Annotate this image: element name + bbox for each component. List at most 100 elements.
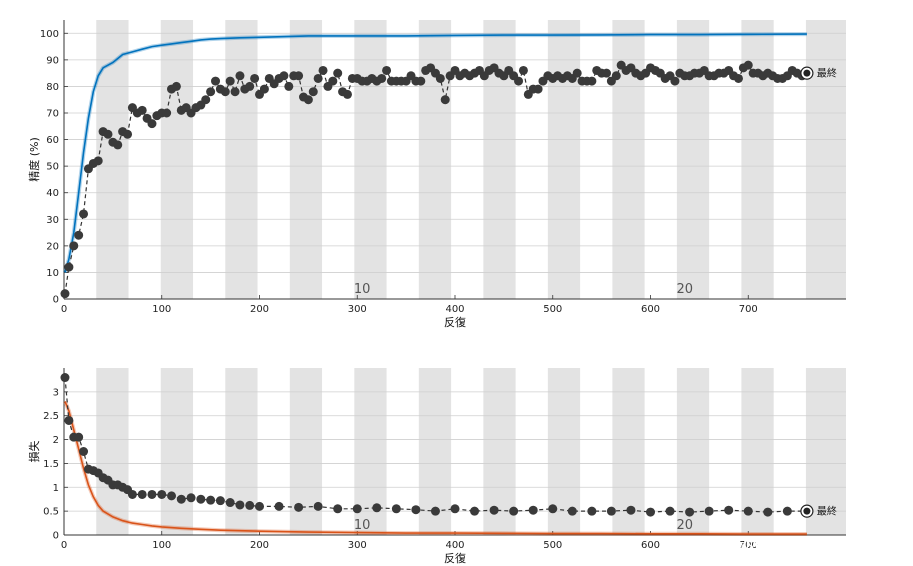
validation-point (235, 500, 245, 510)
validation-point (137, 105, 147, 115)
x-tick-label: 300 (348, 304, 367, 315)
validation-point (567, 506, 577, 516)
validation-point (328, 76, 338, 86)
y-tick-label: 2.5 (43, 411, 59, 422)
y-tick-label: 40 (46, 188, 59, 199)
validation-point (64, 262, 74, 272)
validation-point (245, 500, 255, 510)
validation-point (411, 505, 421, 515)
validation-point (533, 84, 543, 94)
x-axis-title: 反復 (444, 316, 466, 329)
final-marker-dot (803, 507, 811, 515)
validation-point (606, 506, 616, 516)
x-tick-label: 500 (543, 304, 562, 315)
validation-point (548, 504, 558, 514)
validation-point (587, 76, 597, 86)
y-axis-title: 精度 (%) (27, 137, 41, 182)
final-label: 最終 (817, 505, 837, 518)
x-tick-label: 600 (641, 304, 660, 315)
y-tick-label: 80 (46, 82, 59, 93)
validation-point (333, 504, 343, 514)
validation-point (225, 76, 235, 86)
epoch-band (418, 20, 452, 299)
x-axis-title: 反復 (444, 552, 466, 565)
y-axis-title: 損失 (27, 441, 41, 463)
validation-point (313, 73, 323, 83)
validation-point (763, 507, 773, 517)
y-tick-label: 60 (46, 135, 59, 146)
x-tick-label: 200 (250, 540, 269, 551)
watermark-text: CSDN @随风飘摇的土木狗 (667, 539, 850, 557)
epoch-band (676, 368, 710, 535)
x-tick-label: 100 (152, 304, 171, 315)
epoch-band (289, 20, 323, 299)
validation-point (176, 494, 186, 504)
x-tick-label: 200 (250, 304, 269, 315)
validation-point (670, 76, 680, 86)
validation-point (250, 73, 260, 83)
validation-point (743, 60, 753, 70)
validation-point (196, 494, 206, 504)
validation-point (430, 506, 440, 516)
validation-point (782, 506, 792, 516)
loss-panel: 0 0.5 1 1.5 2 2.5 3 0 100 200 300 400 500 600 700 反復 損失 1… (27, 368, 846, 565)
validation-point (74, 432, 84, 442)
validation-point (514, 76, 524, 86)
validation-point (127, 489, 137, 499)
y-tick-label: 90 (46, 55, 59, 66)
epoch-band (547, 20, 581, 299)
validation-point (450, 504, 460, 514)
y-tick-label: 0 (53, 295, 59, 306)
validation-point (318, 65, 328, 75)
epoch-band (483, 368, 516, 535)
epoch-band (354, 20, 387, 299)
validation-point (377, 73, 387, 83)
validation-point (626, 505, 636, 515)
validation-point (225, 498, 235, 508)
validation-point (103, 129, 113, 139)
validation-point (391, 504, 401, 514)
y-tick-label: 30 (46, 215, 59, 226)
y-tick-label: 2 (53, 435, 59, 446)
epoch-band (160, 20, 194, 299)
validation-point (201, 95, 211, 105)
validation-point (162, 108, 172, 118)
validation-point (206, 87, 216, 97)
validation-point (79, 209, 89, 219)
validation-point (147, 489, 157, 499)
validation-point (137, 489, 147, 499)
validation-point (724, 505, 734, 515)
validation-point (704, 506, 714, 516)
x-tick-label: 300 (348, 540, 367, 551)
x-tick-label: 600 (641, 540, 660, 551)
validation-point (235, 71, 245, 81)
validation-point (220, 87, 230, 97)
y-tick-label: 0 (53, 531, 59, 542)
final-marker-dot (803, 69, 811, 77)
validation-point (665, 506, 675, 516)
validation-point (435, 73, 445, 83)
epoch-band (225, 20, 258, 299)
validation-point (587, 506, 597, 516)
validation-point (685, 507, 695, 517)
epoch-band (96, 368, 129, 535)
validation-point (303, 95, 313, 105)
y-tick-label: 10 (46, 268, 59, 279)
validation-point (743, 506, 753, 516)
validation-point (69, 241, 79, 251)
epoch-band (612, 20, 645, 299)
validation-point (211, 76, 221, 86)
validation-point (416, 76, 426, 86)
validation-point (64, 415, 74, 425)
y-tick-label: 3 (53, 387, 59, 398)
epoch-label: 20 (676, 518, 693, 533)
y-tick-label: 70 (46, 109, 59, 120)
validation-point (60, 289, 70, 299)
validation-point (186, 493, 196, 503)
validation-point (372, 503, 382, 513)
validation-point (167, 491, 177, 501)
validation-point (333, 68, 343, 78)
validation-point (123, 129, 133, 139)
epoch-band (676, 20, 710, 299)
